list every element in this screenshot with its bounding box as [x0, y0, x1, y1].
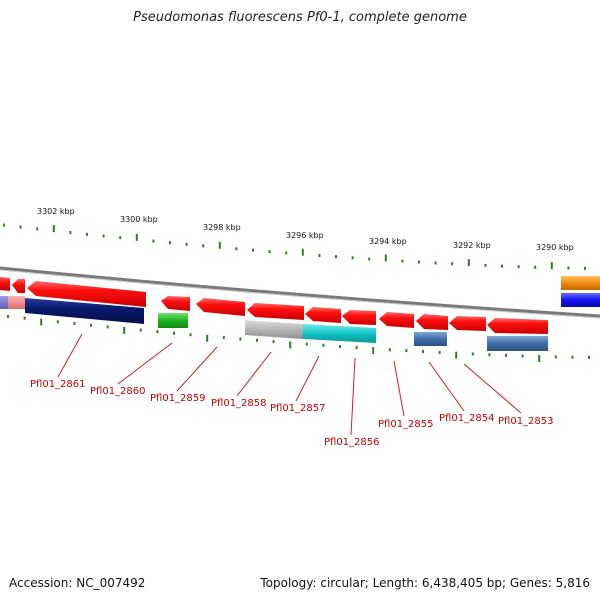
- gene-arrow-partial-left-2: [12, 279, 25, 293]
- navy-feature: [25, 298, 144, 324]
- scale-label-3294: 3294 kbp: [369, 237, 407, 246]
- gene-label-2856: Pfl01_2856: [324, 437, 380, 448]
- gene-arrow-partial-left: [0, 277, 10, 291]
- outer-scale-ticks: [3, 223, 586, 270]
- genome-stats-text: Topology: circular; Length: 6,438,405 bp…: [260, 576, 590, 590]
- gene-arrow-2858: [247, 303, 304, 320]
- orange-feature: [561, 276, 600, 290]
- scale-label-3292: 3292 kbp: [453, 241, 491, 250]
- gene-arrow-2857: [305, 307, 341, 323]
- scale-label-3300: 3300 kbp: [120, 215, 158, 224]
- gene-label-2860: Pfl01_2860: [90, 386, 146, 397]
- gray-feature: [245, 320, 303, 339]
- gene-label-2859: Pfl01_2859: [150, 393, 206, 404]
- pink-feature: [7, 296, 25, 309]
- lavender-feature: [0, 296, 8, 309]
- gene-arrow-2859: [196, 298, 245, 316]
- steel-feature-2: [487, 336, 548, 351]
- backbone-inner: [0, 269, 600, 319]
- gene-label-2858: Pfl01_2858: [211, 398, 267, 409]
- backbone-outer: [0, 266, 600, 318]
- steel-feature-1: [414, 332, 447, 346]
- inner-scale-ticks: [7, 314, 590, 362]
- gene-label-2855: Pfl01_2855: [378, 419, 434, 430]
- gene-arrow-2856: [342, 310, 376, 325]
- gene-label-2853: Pfl01_2853: [498, 416, 554, 427]
- gene-arrow-2853-a: [449, 316, 486, 331]
- gene-label-2857: Pfl01_2857: [270, 403, 326, 414]
- scale-label-3298: 3298 kbp: [203, 223, 241, 232]
- gene-arrow-2860: [161, 296, 190, 311]
- gene-arrow-2853: [487, 318, 548, 334]
- gene-label-2861: Pfl01_2861: [30, 379, 86, 390]
- scale-label-3302: 3302 kbp: [37, 207, 75, 216]
- gene-label-2854: Pfl01_2854: [439, 413, 495, 424]
- gene-arrow-2854: [416, 314, 448, 330]
- accession-text: Accession: NC_007492: [9, 576, 146, 590]
- callout-lines: [57, 333, 522, 436]
- scale-label-3296: 3296 kbp: [286, 231, 324, 240]
- cyan-feature: [303, 324, 376, 343]
- gene-arrow-2855: [379, 312, 414, 328]
- gene-arrow-2861: [27, 281, 146, 307]
- scale-label-3290: 3290 kbp: [536, 243, 574, 252]
- green-feature: [158, 313, 188, 328]
- blue-feature: [561, 293, 600, 307]
- page-title: Pseudomonas fluorescens Pf0-1, complete …: [133, 10, 467, 25]
